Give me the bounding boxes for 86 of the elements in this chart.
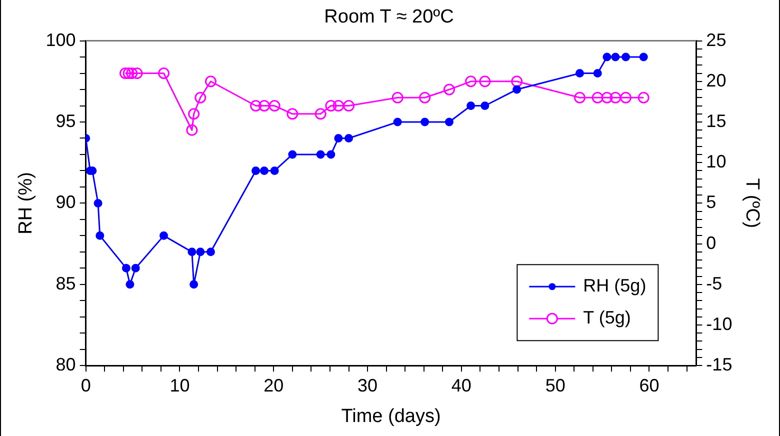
point (576, 69, 584, 78)
point (204, 76, 216, 88)
y2-tick-label: 10 (706, 152, 726, 172)
point (126, 280, 134, 289)
point (638, 92, 650, 104)
point (593, 69, 602, 78)
point (268, 100, 280, 112)
point (158, 68, 170, 80)
point (592, 92, 604, 104)
y2-tick-label: -10 (706, 314, 732, 334)
point (94, 198, 102, 208)
point (288, 150, 297, 159)
y-tick-label: 100 (46, 30, 76, 50)
point (602, 52, 612, 62)
point (250, 100, 262, 112)
y-tick-label: 80 (56, 354, 76, 375)
point (601, 92, 613, 104)
point (393, 118, 402, 126)
y2-tick-label: 25 (706, 30, 726, 50)
chart-title: Room T ≈ 20ºC (324, 6, 454, 28)
x-tick-label: 20 (264, 375, 284, 396)
point (480, 102, 490, 110)
point (196, 248, 205, 256)
point (126, 68, 138, 80)
point (252, 166, 260, 175)
x-tick-label: 50 (545, 375, 566, 396)
point (325, 100, 337, 112)
x-tick-label: 0 (80, 375, 91, 396)
x-tick-label: 40 (451, 375, 472, 396)
point (420, 118, 430, 126)
point (444, 118, 454, 126)
legend-label: T (5g) (583, 308, 631, 328)
point (343, 100, 355, 112)
point (120, 68, 132, 80)
point (622, 52, 630, 62)
point (639, 52, 648, 62)
point (574, 92, 586, 104)
y2-tick-label: 0 (706, 232, 716, 253)
x-tick-label: 10 (170, 375, 190, 396)
point (260, 166, 268, 175)
y-tick-label: 90 (56, 192, 76, 212)
point (206, 248, 215, 256)
point (188, 248, 196, 256)
point (314, 108, 326, 120)
y2-tick-label: 15 (706, 110, 726, 131)
y2-tick-label: 5 (706, 192, 716, 212)
y2-tick-label: -15 (706, 354, 732, 375)
point (465, 76, 477, 88)
x-tick-label: 60 (639, 375, 660, 396)
point (122, 68, 134, 80)
point (443, 84, 455, 96)
point (344, 134, 354, 142)
x-axis-title: Time (days) (341, 406, 441, 427)
point (392, 92, 404, 104)
x-tick-label: 30 (358, 375, 378, 396)
point (466, 102, 476, 110)
point (190, 280, 198, 289)
y-axis-title: RH (%) (16, 172, 37, 234)
point (188, 108, 200, 120)
y-tick-label: 95 (56, 110, 76, 131)
legend-label: RH (5g) (583, 276, 646, 296)
point (511, 76, 523, 88)
y-tick-label: 85 (56, 273, 76, 294)
point (512, 85, 522, 94)
point (419, 92, 431, 104)
point (610, 92, 622, 104)
point (286, 108, 298, 120)
y2-tick-label: 20 (706, 70, 726, 90)
point (194, 92, 206, 104)
y2-tick-label: -5 (706, 273, 722, 294)
point (326, 150, 336, 159)
point (96, 231, 104, 240)
point (332, 100, 344, 112)
point (186, 124, 198, 136)
point (131, 68, 143, 80)
point (316, 150, 325, 159)
point (334, 134, 343, 142)
point (479, 76, 491, 88)
point (270, 166, 279, 175)
y2-axis-title: T (ºC) (741, 178, 762, 228)
point (258, 100, 270, 112)
point (160, 231, 168, 240)
point (122, 264, 130, 272)
point (620, 92, 632, 104)
point (611, 52, 620, 62)
point (131, 264, 140, 272)
